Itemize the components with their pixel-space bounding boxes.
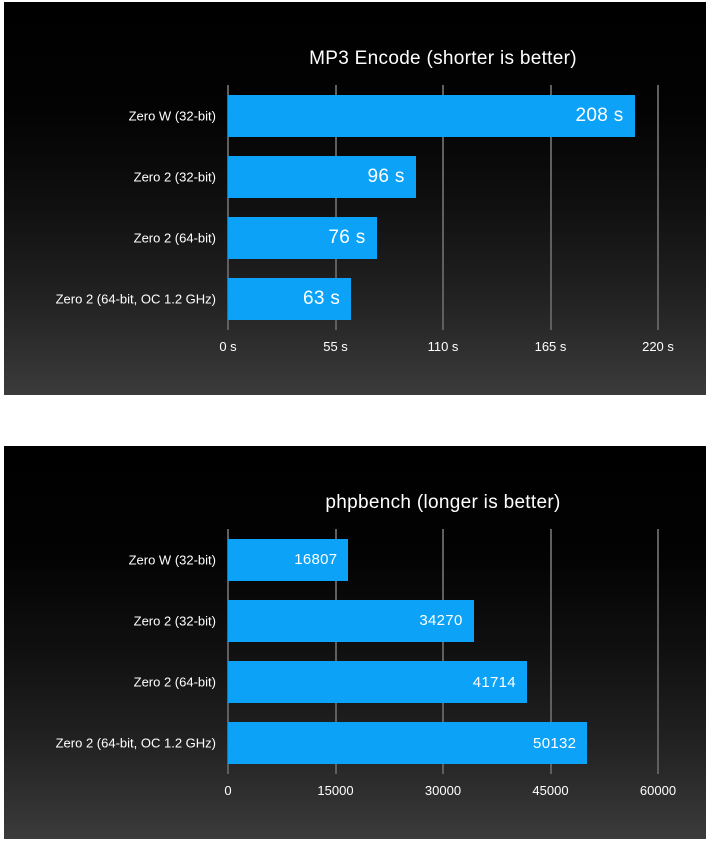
x-tick-label: 0 xyxy=(224,783,232,798)
bar-value-label: 16807 xyxy=(294,551,338,569)
bar-row: Zero W (32-bit) 16807 xyxy=(129,529,658,590)
x-axis: 0 s 55 s 110 s 165 s 220 s xyxy=(219,339,674,356)
x-tick-label: 55 s xyxy=(323,339,348,354)
gridline xyxy=(549,85,552,330)
chart-title: MP3 Encode (shorter is better) xyxy=(309,48,577,69)
category-label: Zero 2 (64-bit, OC 1.2 GHz) xyxy=(55,735,216,751)
value-bar: 16807 xyxy=(228,538,349,581)
chart-title: phpbench (longer is better) xyxy=(325,492,561,513)
phpbench-chart-panel: phpbench (longer is better) Zero W (32-b… xyxy=(4,446,706,839)
value-bar: 76 s xyxy=(228,217,377,260)
bar-row: Zero 2 (64-bit, OC 1.2 GHz) 63 s xyxy=(56,269,658,330)
bar-row: Zero W (32-bit) 208 s xyxy=(129,85,658,146)
bar-value-label: 63 s xyxy=(303,288,341,310)
value-bar: 63 s xyxy=(228,278,352,321)
category-label: Zero 2 (64-bit, OC 1.2 GHz) xyxy=(55,291,216,307)
x-tick-label: 30000 xyxy=(424,783,462,798)
value-bar: 208 s xyxy=(228,94,635,137)
gridline xyxy=(334,85,337,330)
bar-value-label: 41714 xyxy=(472,673,516,691)
bar-value-label: 50132 xyxy=(533,734,577,752)
category-label: Zero 2 (32-bit) xyxy=(133,613,216,629)
category-label: Zero W (32-bit) xyxy=(128,552,216,568)
gridline xyxy=(549,529,552,774)
category-label: Zero 2 (64-bit) xyxy=(133,230,216,246)
x-tick-label: 110 s xyxy=(427,339,459,354)
bar-value-label: 76 s xyxy=(328,227,366,249)
mp3-encode-chart-panel: MP3 Encode (shorter is better) Zero W (3… xyxy=(4,2,706,395)
gridline xyxy=(334,529,337,774)
bar-value-label: 208 s xyxy=(575,104,624,126)
category-label: Zero 2 (32-bit) xyxy=(133,169,216,185)
x-tick-label: 165 s xyxy=(534,339,567,354)
bar-rows: Zero W (32-bit) 16807 Zero 2 (32-bit) 34270… xyxy=(56,529,658,774)
x-tick-label: 15000 xyxy=(317,783,354,798)
bar-row: Zero 2 (64-bit, OC 1.2 GHz) 50132 xyxy=(56,713,658,774)
value-bar: 34270 xyxy=(228,599,474,642)
value-bar: 96 s xyxy=(228,155,416,198)
bar-value-label: 96 s xyxy=(367,165,405,187)
x-tick-label: 45000 xyxy=(532,783,569,798)
x-tick-label: 0 s xyxy=(219,339,237,354)
bar-row: Zero 2 (64-bit) 76 s xyxy=(134,208,658,269)
gridline xyxy=(657,85,659,330)
gridline xyxy=(442,529,444,774)
value-bar: 50132 xyxy=(228,722,588,765)
category-label: Zero 2 (64-bit) xyxy=(133,674,216,690)
gridline xyxy=(227,85,229,330)
x-axis: 0 15000 30000 45000 60000 xyxy=(224,783,676,800)
gridline xyxy=(657,529,659,774)
gridline xyxy=(442,85,444,330)
bar-row: Zero 2 (64-bit) 41714 xyxy=(134,652,658,713)
bar-row: Zero 2 (32-bit) 34270 xyxy=(134,590,658,651)
x-tick-label: 60000 xyxy=(639,783,677,798)
plot-area: Zero W (32-bit) 16807 Zero 2 (32-bit) 34270… xyxy=(56,529,659,774)
value-bar: 41714 xyxy=(228,661,527,704)
category-label: Zero W (32-bit) xyxy=(128,108,216,124)
bar-row: Zero 2 (32-bit) 96 s xyxy=(134,146,658,207)
bar-value-label: 34270 xyxy=(419,612,463,630)
x-tick-label: 220 s xyxy=(642,339,674,354)
gridline xyxy=(227,529,229,774)
